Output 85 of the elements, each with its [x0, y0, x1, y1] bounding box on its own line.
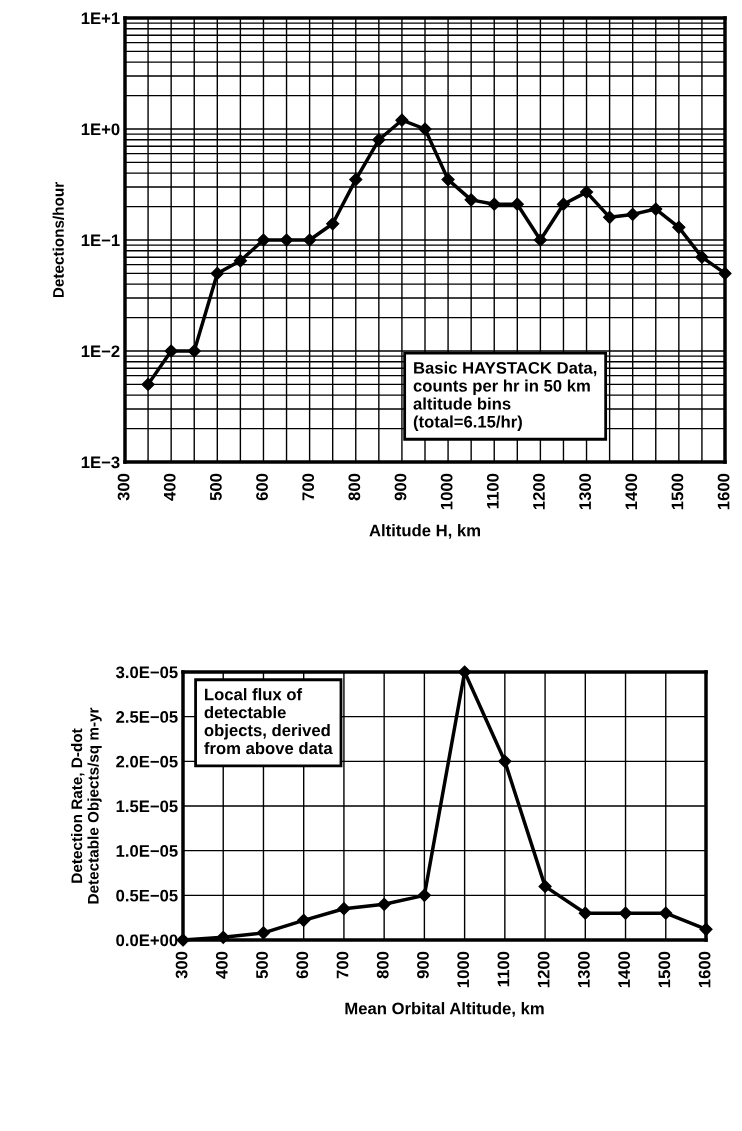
x-tick-label: 1000 [440, 473, 453, 510]
point [297, 913, 311, 927]
x-tick-label: 1400 [625, 473, 638, 510]
point [377, 897, 391, 911]
point [538, 879, 552, 893]
y-tick-label: 0.0E+00 [116, 934, 178, 947]
x-tick-label: 1200 [537, 951, 550, 988]
x-tick-label: 1600 [698, 951, 711, 988]
point [672, 220, 686, 234]
point [533, 233, 547, 247]
x-tick-label: 400 [215, 951, 228, 979]
point [337, 902, 351, 916]
x-tick-label: 1600 [717, 473, 730, 510]
y-tick-label: 3.0E−05 [115, 666, 178, 679]
point [418, 122, 432, 136]
x-tick-label: 900 [394, 473, 407, 501]
point [718, 266, 732, 281]
x-tick-label: 900 [417, 951, 429, 979]
x-tick-label: 1400 [618, 951, 631, 988]
point [487, 197, 501, 211]
point [441, 173, 455, 187]
x-tick-label: 1500 [671, 473, 684, 510]
y-tick-label: 1.5E−05 [116, 800, 178, 813]
point [141, 377, 155, 392]
point [372, 133, 386, 147]
point [603, 210, 617, 224]
point [417, 888, 431, 902]
x-tick-label: 700 [336, 951, 349, 979]
point [349, 173, 363, 187]
y-tick-label: 0.5E−05 [116, 889, 178, 902]
x-axis-title: Altitude H, km [369, 524, 480, 539]
x-tick-label: 1300 [577, 951, 590, 988]
x-tick-label: 1300 [579, 473, 592, 510]
y-tick-label: 1E+0 [81, 123, 120, 136]
point [510, 197, 524, 211]
x-tick-label: 800 [348, 473, 361, 501]
point [626, 207, 640, 222]
y-axis-title: Detections/hour [52, 182, 64, 298]
x-tick-label: 1000 [457, 951, 470, 988]
point [256, 926, 271, 940]
point [695, 250, 709, 264]
point [210, 266, 224, 281]
point [395, 113, 409, 127]
annotation: Basic HAYSTACK Data, counts per hr in 50 km altitude bins (total=6.15/hr) [413, 361, 597, 431]
point [326, 217, 340, 231]
x-tick-label: 600 [256, 473, 268, 501]
point [578, 906, 592, 920]
point [556, 197, 571, 211]
x-axis-title: Mean Orbital Altitude, km [345, 1002, 544, 1017]
x-tick-label: 1100 [486, 473, 499, 509]
annotation: Local flux of detectable objects, derived from above data [204, 688, 333, 755]
point [216, 930, 230, 944]
point [618, 906, 633, 920]
x-tick-label: 300 [117, 473, 130, 501]
point [458, 665, 472, 679]
x-tick-label: 800 [376, 951, 389, 979]
y-tick-label: 2.0E−05 [116, 755, 178, 768]
point [256, 233, 271, 247]
x-tick-label: 1500 [658, 951, 671, 988]
y-tick-label: 1E−2 [81, 345, 120, 358]
y-axis-title: Detection Rate, D-dot Detectable Objects/sq m-yr [71, 707, 102, 904]
y-tick-label: 1E−3 [81, 456, 120, 469]
x-tick-label: 400 [163, 473, 176, 501]
y-tick-label: 2.5E−05 [116, 711, 178, 723]
x-tick-label: 300 [175, 951, 188, 979]
y-tick-label: 1.0E−05 [116, 845, 178, 857]
point [579, 185, 594, 199]
y-tick-label: 1E+1 [81, 12, 120, 25]
x-tick-label: 700 [302, 473, 315, 501]
point [233, 254, 247, 268]
point [464, 193, 478, 207]
point [164, 344, 178, 358]
point [187, 344, 201, 358]
point [303, 233, 317, 247]
point [699, 922, 713, 936]
point [279, 233, 294, 247]
x-tick-label: 600 [296, 951, 309, 979]
point [659, 906, 673, 920]
x-tick-label: 500 [209, 473, 222, 501]
x-tick-label: 1200 [533, 473, 545, 510]
x-tick-label: 1100 [497, 951, 510, 987]
point [649, 202, 663, 216]
y-tick-label: 1E−1 [81, 234, 120, 247]
point [498, 754, 512, 768]
x-tick-label: 500 [256, 951, 268, 979]
